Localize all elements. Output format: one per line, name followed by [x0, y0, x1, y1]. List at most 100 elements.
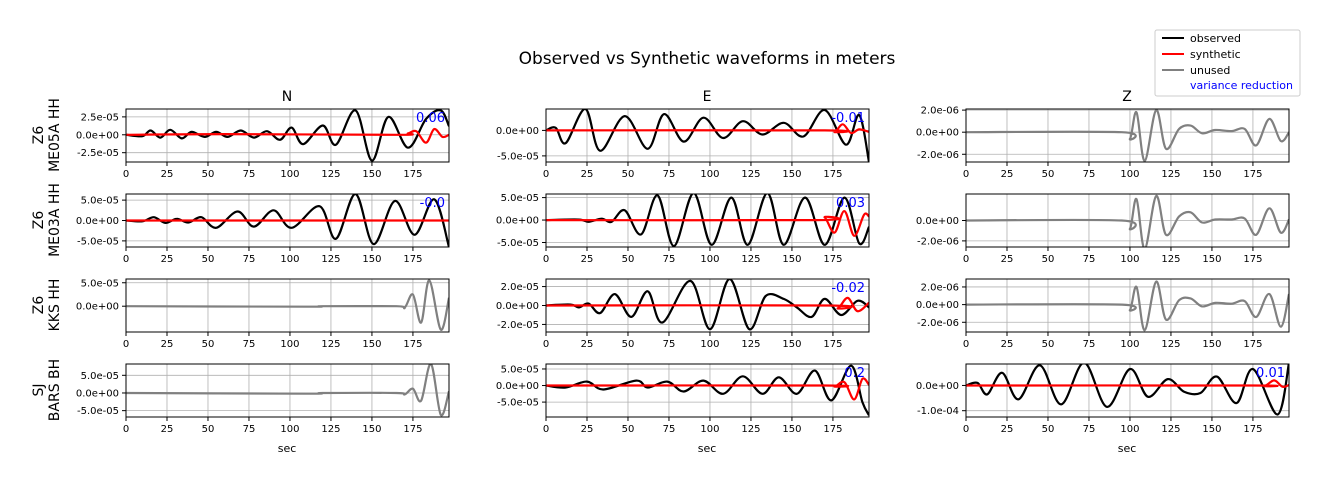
- panel-r1-c0: 0 25 50 75 100 125 150 175 5.0e-05 0.0e+00 -5.0e-0…: [76, 193, 450, 265]
- y-tick-label: 5.0e-05: [81, 278, 119, 289]
- y-tick-label: 0.0e+00: [76, 216, 119, 227]
- x-tick-label: 175: [403, 339, 422, 350]
- x-tick-label: 175: [1243, 424, 1262, 435]
- x-tick-label: 125: [321, 339, 340, 350]
- x-tick-label: 50: [1042, 254, 1055, 265]
- synthetic-trace: [546, 296, 869, 313]
- traces: [966, 364, 1289, 416]
- synthetic-trace: [546, 123, 869, 135]
- x-tick-label: 75: [243, 424, 256, 435]
- y-tick-label: 5.0e-05: [501, 364, 539, 375]
- variance-reduction-label: 0.01: [1256, 366, 1285, 381]
- unused-trace: [966, 194, 1289, 247]
- traces: [126, 194, 449, 247]
- x-tick-label: 25: [581, 169, 594, 180]
- x-tick-label: 25: [1001, 254, 1014, 265]
- y-tick-label: 0.0e+00: [76, 388, 119, 399]
- plot-frame: [965, 108, 1290, 163]
- x-axis-label-e: sec: [698, 442, 717, 455]
- unused-trace: [966, 109, 1289, 162]
- panel-r1-c2: 0 25 50 75 100 125 150 175 0.0e+00 -2.0e-06: [916, 193, 1290, 265]
- traces: [126, 364, 449, 417]
- x-tick-label: 175: [1243, 339, 1262, 350]
- traces: [546, 109, 869, 162]
- plot-frame: [545, 278, 870, 333]
- y-tick-label: 0.0e+00: [76, 130, 119, 141]
- variance-reduction-label: -0.01: [831, 111, 865, 126]
- column-titles: N E Z: [282, 89, 1132, 105]
- panel-r2-c1: 0 25 50 75 100 125 150 175 2.0e-05 0.0e+00 -2.0e-0…: [496, 278, 870, 350]
- x-tick-label: 100: [1120, 254, 1139, 265]
- y-tick-label: 2.0e-06: [921, 282, 959, 293]
- panel-r2-c2: 0 25 50 75 100 125 150 175 2.0e-06 0.0e+00 -2.0e-0…: [916, 278, 1290, 350]
- x-tick-label: 75: [1083, 424, 1096, 435]
- row-label-3-network: SJ: [31, 383, 47, 396]
- observed-trace: [546, 194, 869, 247]
- unused-trace: [126, 279, 449, 331]
- x-tick-label: 150: [782, 339, 801, 350]
- x-tick-label: 75: [663, 339, 676, 350]
- legend-box: [1154, 29, 1301, 97]
- x-tick-label: 100: [700, 169, 719, 180]
- x-tick-label: 150: [1202, 254, 1221, 265]
- x-tick-label: 150: [1202, 339, 1221, 350]
- synthetic-trace: [546, 209, 869, 237]
- x-tick-label: 150: [362, 254, 381, 265]
- row-label-3-station: BARS BH: [47, 359, 63, 421]
- row-label-2-station: KKS HH: [47, 279, 63, 332]
- y-tick-label: 2.0e-06: [921, 106, 959, 117]
- x-tick-label: 0: [123, 339, 129, 350]
- x-tick-label: 0: [963, 424, 969, 435]
- synthetic-trace: [126, 127, 449, 144]
- y-tick-label: -5.0e-05: [77, 406, 119, 417]
- variance-reduction-label: 0.2: [844, 366, 865, 381]
- y-tick-label: 0.0e+00: [496, 301, 539, 312]
- observed-trace: [966, 364, 1289, 416]
- x-tick-label: 175: [1243, 254, 1262, 265]
- plot-frame: [125, 363, 450, 418]
- x-tick-label: 0: [543, 424, 549, 435]
- x-tick-label: 175: [823, 424, 842, 435]
- x-tick-label: 50: [202, 254, 215, 265]
- unused-trace: [966, 280, 1289, 332]
- x-tick-label: 125: [321, 254, 340, 265]
- variance-reduction-label: -0.02: [831, 281, 865, 296]
- legend-unused-label: unused: [1190, 64, 1230, 77]
- synthetic-trace: [546, 377, 869, 401]
- column-title-n: N: [282, 89, 292, 105]
- x-tick-label: 75: [663, 169, 676, 180]
- legend-observed-label: observed: [1190, 32, 1241, 45]
- x-tick-label: 0: [123, 424, 129, 435]
- x-tick-label: 50: [202, 424, 215, 435]
- x-tick-label: 75: [663, 254, 676, 265]
- panel-r1-c1: 0 25 50 75 100 125 150 175 5.0e-05 0.0e+00 -5.0e-0…: [496, 193, 870, 265]
- y-tick-label: -5.0e-05: [497, 238, 539, 249]
- observed-trace: [126, 109, 449, 162]
- y-tick-label: 2.0e-05: [501, 282, 539, 293]
- x-tick-label: 25: [161, 169, 174, 180]
- y-tick-label: 0.0e+00: [496, 381, 539, 392]
- x-tick-label: 150: [362, 339, 381, 350]
- legend: observed synthetic unused variance reduc…: [1154, 29, 1301, 97]
- column-title-e: E: [703, 89, 712, 105]
- x-tick-label: 75: [243, 254, 256, 265]
- x-tick-label: 0: [963, 254, 969, 265]
- traces: [126, 109, 449, 162]
- x-tick-label: 75: [243, 169, 256, 180]
- y-tick-label: 2.5e-05: [81, 112, 119, 123]
- x-tick-label: 125: [741, 339, 760, 350]
- row-label-1-station: ME03A HH: [47, 183, 63, 257]
- traces: [546, 364, 869, 416]
- row-label-0-network: Z6: [31, 126, 47, 145]
- plot-frame: [965, 193, 1290, 248]
- x-tick-label: 75: [1083, 339, 1096, 350]
- y-tick-label: 5.0e-05: [81, 371, 119, 382]
- x-tick-label: 100: [1120, 424, 1139, 435]
- legend-synthetic-label: synthetic: [1190, 48, 1241, 61]
- x-tick-label: 150: [782, 254, 801, 265]
- legend-vr-label: variance reduction: [1190, 79, 1293, 92]
- y-tick-label: 0.0e+00: [916, 381, 959, 392]
- x-tick-label: 100: [700, 339, 719, 350]
- x-tick-label: 0: [543, 339, 549, 350]
- x-tick-label: 0: [543, 169, 549, 180]
